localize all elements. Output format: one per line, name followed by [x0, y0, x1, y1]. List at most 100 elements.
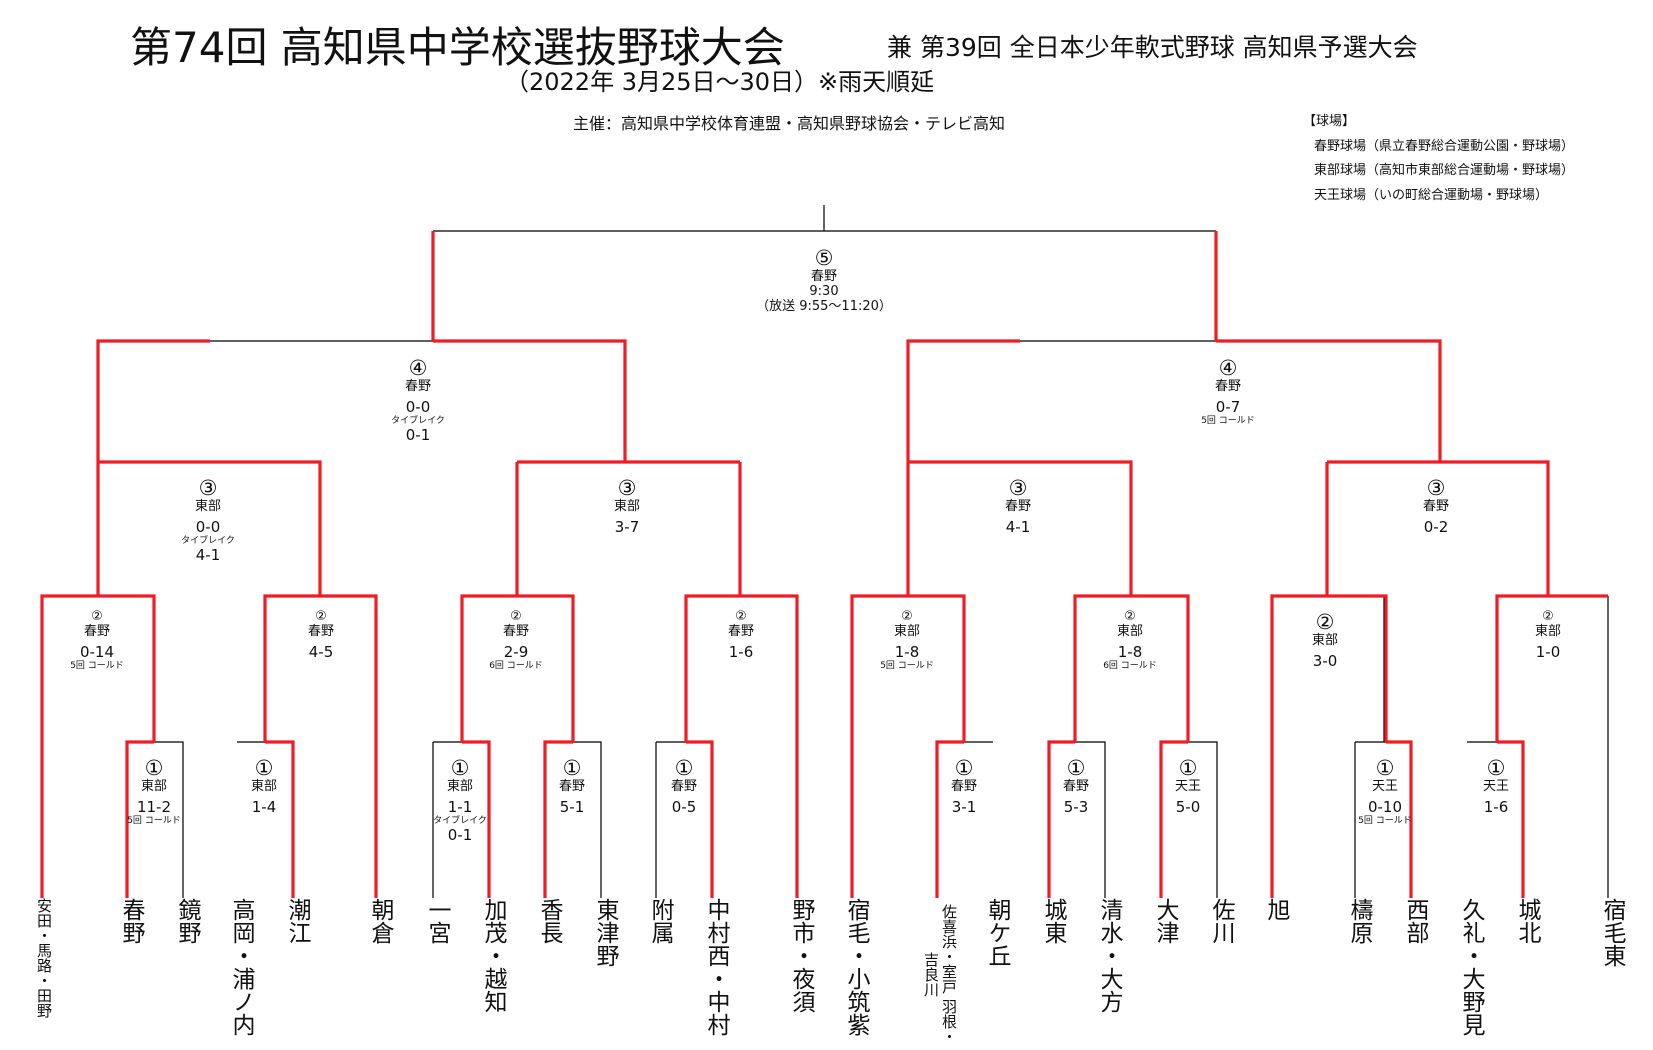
tournament-dates: （2022年 3月25日～30日）※雨天順延 — [505, 68, 935, 96]
round-marker: ④ — [408, 356, 428, 380]
score: 5-0 — [1175, 798, 1201, 817]
venue-label: 東部 — [613, 499, 641, 515]
score-tiebreak: 0-1 — [447, 825, 473, 844]
score: 3-7 — [614, 518, 640, 537]
match-note: 6回 コールド — [489, 661, 543, 672]
match-note: 5回 コールド — [880, 661, 934, 672]
round-marker: ① — [254, 756, 274, 780]
team-sukumohigashi: 宿毛東 — [1599, 898, 1625, 967]
round-marker: ① — [674, 756, 694, 780]
team-seibu: 西部 — [1402, 898, 1428, 944]
score: 1-8 — [894, 642, 920, 661]
score: 0-5 — [671, 798, 697, 817]
match-r1: ① 東部 1-1 タイブレイク 0-1 — [433, 756, 487, 844]
venue-label: 春野 — [1422, 499, 1450, 515]
round-marker: ③ — [198, 476, 218, 500]
venue-label: 春野 — [1004, 499, 1032, 515]
round-marker: ① — [1375, 756, 1395, 780]
score: 3-1 — [951, 798, 977, 817]
match-r3: ③ 春野 0-2 — [1423, 476, 1449, 536]
venue-label: 春野 — [502, 623, 529, 639]
team-asakura: 朝倉 — [367, 898, 393, 944]
team-johoku: 城北 — [1514, 898, 1540, 944]
score: 5-1 — [559, 798, 585, 817]
team-kacho: 香長 — [536, 898, 562, 944]
organizer-line: 主催：高知県中学校体育連盟・高知県野球協会・テレビ高知 — [573, 114, 1006, 133]
score: 5-3 — [1063, 798, 1089, 817]
match-r3: ③ 東部 3-7 — [614, 476, 640, 536]
match-r1: ① 天王 0-10 5回 コールド — [1358, 756, 1412, 827]
venue-label: 春野 — [1214, 379, 1241, 395]
team-fuzoku: 附属 — [647, 898, 673, 944]
match-r1: ① 春野 5-1 — [559, 756, 585, 816]
match-note: 5回 コールド — [127, 816, 181, 827]
match-r2: ② 春野 1-6 — [727, 609, 755, 661]
round-marker: ① — [1066, 756, 1086, 780]
score: 3-0 — [1312, 652, 1338, 671]
venue-label: 春野 — [307, 623, 335, 639]
match-semi-right: ④ 春野 0-7 5回 コールド — [1201, 356, 1255, 427]
round-marker: ② — [1315, 610, 1335, 634]
team-yusuhara: 檮原 — [1346, 898, 1372, 944]
tournament-subtitle: 兼 第39回 全日本少年軟式野球 高知県予選大会 — [887, 33, 1418, 62]
match-r1: ① 春野 5-3 — [1063, 756, 1089, 816]
round-marker: ③ — [1426, 476, 1446, 500]
match-note: 5回 コールド — [1201, 416, 1255, 427]
match-r1: ① 東部 1-4 — [251, 756, 277, 816]
round-marker: ① — [1486, 756, 1506, 780]
score: 1-8 — [1117, 642, 1143, 661]
match-r2: ② 東部 1-8 5回 コールド — [880, 609, 934, 672]
round-marker: ① — [144, 756, 164, 780]
round-marker: ① — [450, 756, 470, 780]
venue-label: 東部 — [446, 779, 474, 795]
round-marker: ② — [1542, 609, 1554, 624]
score: 0-2 — [1423, 518, 1449, 537]
team-joto: 城東 — [1040, 898, 1066, 944]
score: 1-4 — [251, 798, 277, 817]
venue-label: 東部 — [1116, 623, 1143, 639]
score: 4-1 — [1005, 518, 1031, 537]
score: 0-0 — [195, 518, 221, 537]
team-ichinomiya: 一宮 — [424, 898, 450, 944]
round-marker: ② — [510, 609, 522, 624]
team-sakihama-muroto: 佐喜浜・室戸 羽根・吉良川 — [922, 904, 958, 1044]
round-marker: ② — [91, 609, 103, 624]
match-final: ⑤ 春野 9:30 （放送 9:55～11:20） — [756, 246, 892, 315]
venue-legend-heading: 【球場】 — [1303, 114, 1356, 129]
score: 2-9 — [503, 642, 529, 661]
venue-label: 春野 — [727, 623, 755, 639]
team-sukumo-kosukumo: 宿毛・小筑紫 — [843, 898, 869, 1036]
team-noichi-yasu: 野市・夜須 — [788, 898, 814, 1013]
venue-item: 天王球場（いの町総合運動場・野球場） — [1314, 187, 1549, 203]
match-r2: ② 春野 2-9 6回 コールド — [489, 609, 543, 672]
match-r2: ② 春野 0-14 5回 コールド — [70, 609, 124, 671]
match-note: タイブレイク — [391, 416, 445, 427]
team-ushioe: 潮江 — [284, 898, 310, 944]
round-marker: ① — [954, 756, 974, 780]
score: 0-10 — [1367, 798, 1403, 817]
match-note: 5回 コールド — [1358, 816, 1412, 827]
team-kure-onomi: 久礼・大野見 — [1458, 898, 1484, 1036]
venue-label: 天王 — [1174, 779, 1202, 795]
round-marker: ② — [901, 609, 913, 624]
team-higashitsuno: 東津野 — [592, 898, 618, 967]
round-marker: ⑤ — [814, 246, 834, 270]
venue-label: 春野 — [1062, 779, 1090, 795]
match-r2: ② 東部 1-0 — [1535, 609, 1561, 661]
tournament-title: 第74回 高知県中学校選抜野球大会 — [130, 23, 785, 72]
match-note: 6回 コールド — [1103, 661, 1157, 672]
team-haruno: 春野 — [118, 898, 144, 944]
venue-label: 東部 — [140, 779, 167, 795]
team-asahi: 旭 — [1263, 898, 1289, 921]
venue-label: 東部 — [194, 499, 222, 515]
team-kagamino: 鏡野 — [174, 898, 200, 944]
score: 1-6 — [1483, 798, 1509, 817]
venue-label: 春野 — [950, 779, 978, 795]
venue-label: 東部 — [893, 623, 920, 639]
round-marker: ② — [1124, 609, 1136, 624]
match-r1: ① 天王 1-6 — [1483, 756, 1509, 816]
score: 0-0 — [405, 398, 431, 417]
match-note: タイブレイク — [181, 536, 235, 547]
venue-item: 東部球場（高知市東部総合運動場・野球場） — [1314, 163, 1575, 178]
